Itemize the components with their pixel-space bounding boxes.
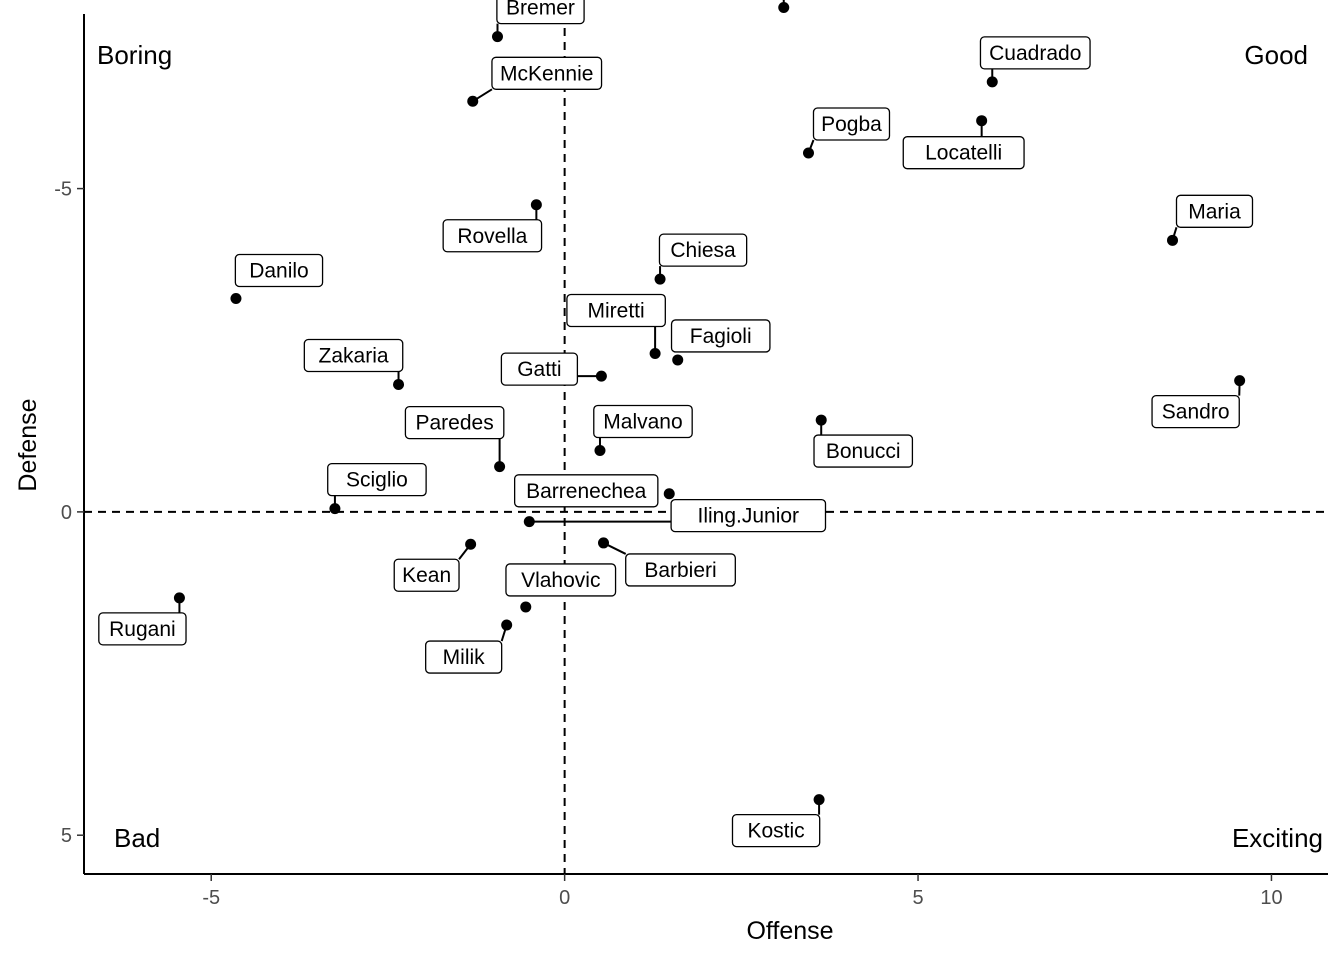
point-fagioli <box>672 354 683 365</box>
point-locatelli <box>976 115 987 126</box>
point-cuadrado <box>987 76 998 87</box>
label-sandro: Sandro <box>1162 401 1230 424</box>
point-milik <box>501 620 512 631</box>
point-rugani <box>174 592 185 603</box>
point-mckennie <box>467 96 478 107</box>
reference-lines <box>84 14 1328 874</box>
point-labels: RabiotBremerMcKennieCuadradoLocatelliPog… <box>99 0 1253 847</box>
point-kean <box>465 539 476 550</box>
quadrant-labels: Boring Good Bad Exciting <box>97 40 1323 853</box>
label-malvano: Malvano <box>603 410 682 433</box>
label-vlahovic: Vlahovic <box>521 569 600 592</box>
label-rovella: Rovella <box>457 225 527 248</box>
data-points <box>174 2 1245 805</box>
axes-group: -5 0 5 10 -5 0 5 <box>54 14 1328 909</box>
x-tick-label: 10 <box>1260 887 1282 909</box>
point-iling-junior <box>524 516 535 527</box>
label-bonucci: Bonucci <box>826 440 901 463</box>
label-cuadrado: Cuadrado <box>989 42 1081 65</box>
y-tick-label: -5 <box>54 179 72 201</box>
y-tick-label: 0 <box>61 502 72 524</box>
point-rovella <box>531 199 542 210</box>
label-milik: Milik <box>443 646 485 669</box>
point-pogba <box>803 148 814 159</box>
quadrant-label-top-left: Boring <box>97 40 172 70</box>
label-kean: Kean <box>402 564 451 587</box>
y-tick-label: 5 <box>61 825 72 847</box>
quadrant-label-bottom-left: Bad <box>114 823 160 853</box>
point-vlahovic <box>520 601 531 612</box>
label-paredes: Paredes <box>415 412 493 435</box>
point-barrenechea <box>664 488 675 499</box>
label-barbieri: Barbieri <box>644 559 716 582</box>
quadrant-label-top-right: Good <box>1244 40 1308 70</box>
x-tick-label: -5 <box>202 887 220 909</box>
label-sciglio: Sciglio <box>346 469 408 492</box>
point-sciglio <box>329 503 340 514</box>
label-chiesa: Chiesa <box>670 239 736 262</box>
x-axis-title: Offense <box>746 917 833 945</box>
point-zakaria <box>393 379 404 390</box>
label-maria: Maria <box>1188 200 1241 223</box>
point-kostic <box>814 794 825 805</box>
label-pogba: Pogba <box>821 113 882 136</box>
label-kostic: Kostic <box>747 820 804 843</box>
point-gatti <box>596 371 607 382</box>
point-sandro <box>1234 375 1245 386</box>
label-barrenechea: Barrenechea <box>526 480 647 503</box>
point-bremer <box>492 31 503 42</box>
point-rabiot <box>778 2 789 13</box>
label-zakaria: Zakaria <box>319 345 389 368</box>
label-bremer: Bremer <box>506 0 575 20</box>
point-bonucci <box>816 415 827 426</box>
x-tick-label: 5 <box>912 887 923 909</box>
x-tick-label: 0 <box>559 887 570 909</box>
point-malvano <box>594 445 605 456</box>
point-paredes <box>494 461 505 472</box>
point-maria <box>1167 235 1178 246</box>
label-gatti: Gatti <box>517 358 561 381</box>
quadrant-label-bottom-right: Exciting <box>1232 823 1323 853</box>
label-locatelli: Locatelli <box>925 142 1002 165</box>
label-iling-junior: Iling.Junior <box>698 505 800 528</box>
point-danilo <box>230 293 241 304</box>
label-miretti: Miretti <box>588 299 645 322</box>
point-barbieri <box>598 537 609 548</box>
label-connectors <box>179 0 1239 815</box>
point-miretti <box>650 348 661 359</box>
label-fagioli: Fagioli <box>690 325 752 348</box>
y-axis-title: Defense <box>14 398 42 491</box>
label-danilo: Danilo <box>249 260 309 283</box>
label-rugani: Rugani <box>109 618 176 641</box>
label-mckennie: McKennie <box>500 62 593 85</box>
point-chiesa <box>655 274 666 285</box>
